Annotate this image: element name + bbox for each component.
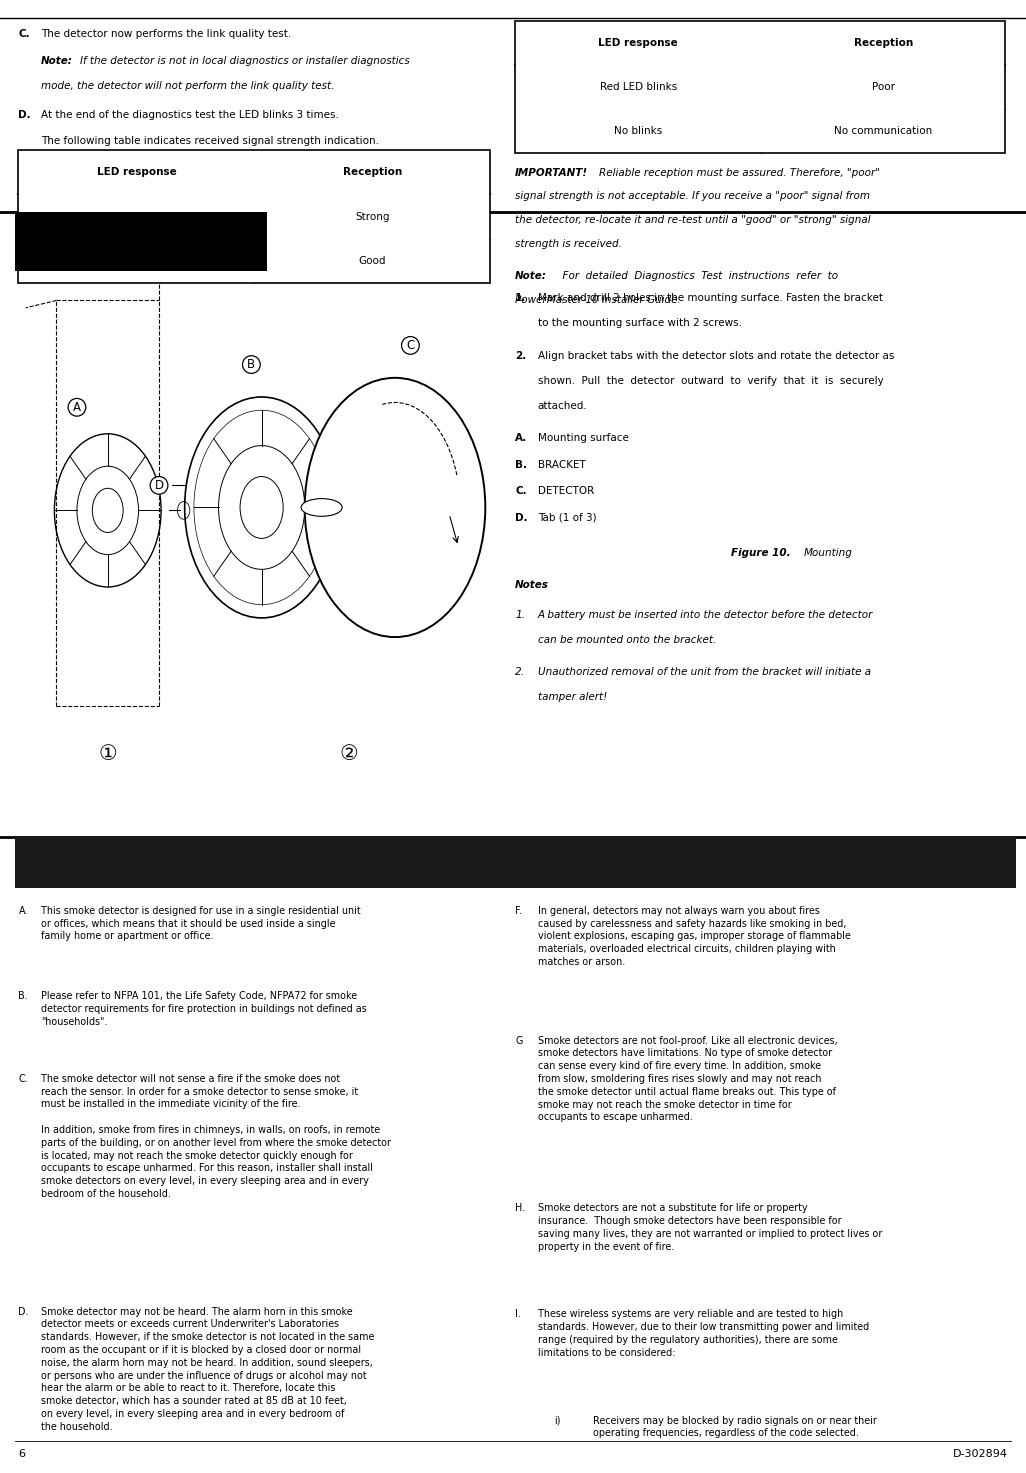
Text: The following table indicates received signal strength indication.: The following table indicates received s… [41,136,379,146]
Text: F.: F. [515,906,522,916]
Text: Notes: Notes [515,580,549,591]
Text: Note:: Note: [41,56,73,66]
Text: shown.  Pull  the  detector  outward  to  verify  that  it  is  securely: shown. Pull the detector outward to veri… [538,376,883,386]
Text: 2.: 2. [515,667,525,678]
Text: Note:: Note: [515,271,547,281]
Text: I.: I. [515,1309,521,1320]
Text: Receivers may be blocked by radio signals on or near their
operating frequencies: Receivers may be blocked by radio signal… [593,1416,877,1438]
Text: i): i) [554,1416,560,1426]
Text: can be mounted onto the bracket.: can be mounted onto the bracket. [538,635,716,645]
FancyBboxPatch shape [18,150,490,283]
Text: strength is received.: strength is received. [515,239,622,249]
Text: DETECTOR: DETECTOR [538,486,594,496]
Text: In general, detectors may not always warn you about fires
caused by carelessness: In general, detectors may not always war… [538,906,851,968]
Text: tamper alert!: tamper alert! [538,692,606,703]
Text: C.: C. [515,486,526,496]
Text: 7. MOUNTING: 7. MOUNTING [21,234,143,249]
Text: Reliable reception must be assured. Therefore, "poor": Reliable reception must be assured. Ther… [599,168,880,178]
Text: Poor: Poor [872,82,895,91]
Text: Good: Good [359,256,386,265]
Text: C.: C. [18,29,30,40]
Text: Figure 10.: Figure 10. [732,548,791,558]
Text: The smoke detector will not sense a fire if the smoke does not
reach the sensor.: The smoke detector will not sense a fire… [41,1074,391,1199]
Text: Align bracket tabs with the detector slots and rotate the detector as: Align bracket tabs with the detector slo… [538,351,894,361]
Text: B.: B. [515,460,527,470]
Text: Mark and drill 2 holes in the mounting surface. Fasten the bracket: Mark and drill 2 holes in the mounting s… [538,293,882,303]
Text: H.: H. [515,1203,525,1214]
Text: 2.: 2. [515,351,526,361]
Text: Reception: Reception [854,38,913,47]
Text: G: G [515,1036,522,1046]
Text: D-302894: D-302894 [952,1449,1008,1460]
Text: Mounting surface: Mounting surface [538,433,629,443]
Text: No blinks: No blinks [614,127,663,136]
Text: These wireless systems are very reliable and are tested to high
standards. Howev: These wireless systems are very reliable… [538,1309,869,1358]
Text: No communication: No communication [834,127,933,136]
Text: Strong: Strong [355,212,390,221]
Text: D: D [155,479,163,492]
Text: Green LED blinks: Green LED blinks [92,212,181,221]
Text: Smoke detectors are not a substitute for life or property
insurance.  Though smo: Smoke detectors are not a substitute for… [538,1203,882,1252]
Text: If the detector is not in local diagnostics or installer diagnostics: If the detector is not in local diagnost… [80,56,409,66]
Text: A.: A. [515,433,527,443]
Text: ②: ② [340,744,358,764]
Text: the detector, re-locate it and re-test until a "good" or "strong" signal: the detector, re-locate it and re-test u… [515,215,871,225]
Text: C: C [406,339,415,352]
Text: D.: D. [18,1307,29,1317]
Text: ①: ① [98,744,117,764]
Text: Mounting: Mounting [803,548,853,558]
FancyBboxPatch shape [515,21,1005,153]
Text: For  detailed  Diagnostics  Test  instructions  refer  to: For detailed Diagnostics Test instructio… [556,271,838,281]
Text: LED response: LED response [598,38,678,47]
Ellipse shape [302,499,343,517]
Text: attached.: attached. [538,401,587,411]
Text: A.: A. [18,906,28,916]
Circle shape [305,379,485,638]
Text: D.: D. [515,513,527,523]
Text: 6: 6 [18,1449,26,1460]
Text: D.: D. [18,110,31,121]
Text: signal strength is not acceptable. If you receive a "poor" signal from: signal strength is not acceptable. If yo… [515,191,870,202]
Text: A battery must be inserted into the detector before the detector: A battery must be inserted into the dete… [538,610,873,620]
FancyBboxPatch shape [15,212,267,271]
Text: The detector now performs the link quality test.: The detector now performs the link quali… [41,29,291,40]
Text: BRACKET: BRACKET [538,460,586,470]
Text: This smoke detector is designed for use in a single residential unit
or offices,: This smoke detector is designed for use … [41,906,361,941]
Text: IMPORTANT!: IMPORTANT! [515,168,588,178]
Text: mode, the detector will not perform the link quality test.: mode, the detector will not perform the … [41,81,334,91]
Text: At the end of the diagnostics test the LED blinks 3 times.: At the end of the diagnostics test the L… [41,110,339,121]
Text: PowerMaster-10 Installer Guide.: PowerMaster-10 Installer Guide. [515,295,681,305]
Text: 1.: 1. [515,610,525,620]
Text: Smoke detector may not be heard. The alarm horn in this smoke
detector meets or : Smoke detector may not be heard. The ala… [41,1307,374,1432]
Text: Red LED blinks: Red LED blinks [599,82,677,91]
Text: LED response: LED response [96,168,176,177]
Text: B: B [247,358,255,371]
Text: A: A [73,401,81,414]
Text: B.: B. [18,991,28,1002]
Text: Unauthorized removal of the unit from the bracket will initiate a: Unauthorized removal of the unit from th… [538,667,871,678]
Text: Tab (1 of 3): Tab (1 of 3) [538,513,596,523]
Text: Reception: Reception [343,168,402,177]
Text: Please refer to NFPA 101, the Life Safety Code, NFPA72 for smoke
detector requir: Please refer to NFPA 101, the Life Safet… [41,991,366,1027]
FancyBboxPatch shape [15,837,1016,888]
Text: 8. SMOKE DETECTOR LIMITATIONS: 8. SMOKE DETECTOR LIMITATIONS [21,854,327,871]
Text: C.: C. [18,1074,29,1084]
Text: to the mounting surface with 2 screws.: to the mounting surface with 2 screws. [538,318,742,328]
Text: 1.: 1. [515,293,526,303]
Text: Orange LED blinks: Orange LED blinks [88,256,185,265]
Text: Smoke detectors are not fool-proof. Like all electronic devices,
smoke detectors: Smoke detectors are not fool-proof. Like… [538,1036,837,1122]
